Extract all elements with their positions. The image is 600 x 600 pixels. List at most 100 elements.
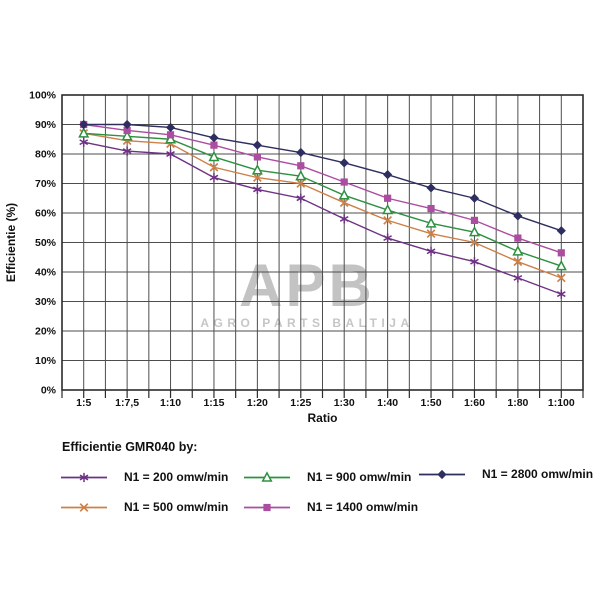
x-tick-label: 1:15	[203, 397, 224, 409]
y-tick-label: 90%	[35, 119, 57, 131]
x-tick-label: 1:50	[421, 397, 442, 409]
legend-marker-triangle	[244, 470, 290, 482]
data-point-x	[209, 162, 219, 172]
data-point-x	[252, 173, 262, 183]
y-tick-label: 30%	[35, 296, 57, 308]
chart-canvas: 0% 10% 20% 30% 40% 50% 60% 70% 80% 90% 100% 1:5 1:7,…	[4, 90, 584, 425]
legend-label-n1-200: N1 = 200 omw/min	[124, 470, 229, 484]
data-point-diamond	[556, 226, 566, 236]
x-tick-label: 1:25	[290, 397, 311, 409]
data-point-diamond	[469, 193, 480, 203]
series-line	[83, 123, 562, 232]
data-point-square	[210, 141, 218, 149]
x-tick-label: 1:60	[464, 397, 485, 409]
data-point-square	[253, 153, 261, 161]
data-point-square	[123, 126, 131, 134]
legend-label-n1-500: N1 = 500 omw/min	[124, 500, 229, 514]
y-tick-label: 10%	[35, 355, 57, 367]
series-line	[83, 132, 562, 279]
legend-marker-x	[61, 502, 107, 512]
data-point-diamond	[79, 119, 89, 130]
series-12800-omw	[79, 119, 566, 236]
data-point-triangle-open	[425, 217, 437, 228]
legend-marker-square	[244, 503, 290, 511]
legend-label-n1-2800: N1 = 2800 omw/min	[482, 467, 594, 481]
legend-item-n1-200: N1 = 200 omw/min	[60, 469, 228, 485]
legend-label-n1-900: N1 = 900 omw/min	[307, 470, 412, 484]
data-point-x	[383, 215, 393, 225]
data-point-diamond	[383, 170, 393, 180]
series-1200-omw	[79, 137, 566, 299]
y-tick-label: 100%	[29, 90, 57, 102]
data-point-x	[513, 257, 523, 267]
data-point-asterisk	[383, 235, 392, 242]
data-point-square	[166, 131, 175, 139]
legend-label-n1-1400: N1 = 1400 omw/min	[307, 500, 419, 514]
data-point-triangle-open	[78, 127, 90, 138]
legend-item-n1-500: N1 = 500 omw/min	[60, 499, 228, 515]
series-line	[83, 141, 562, 295]
y-axis-title: Efficientie (%)	[4, 203, 18, 282]
y-tick-label: 40%	[35, 267, 57, 279]
data-point-diamond	[437, 469, 447, 479]
data-point-triangle-open	[164, 133, 177, 144]
y-tick-label: 20%	[35, 326, 57, 338]
data-point-triangle-open	[512, 245, 524, 256]
data-point-asterisk	[122, 148, 132, 155]
data-point-asterisk	[209, 174, 219, 181]
data-point-asterisk	[339, 215, 349, 222]
data-point-asterisk	[166, 151, 175, 157]
data-point-asterisk	[470, 258, 479, 265]
legend-item-n1-900: N1 = 900 omw/min	[243, 469, 411, 485]
y-tick-label: 60%	[35, 208, 57, 220]
data-point-triangle-open	[261, 470, 273, 482]
x-tick-label: 1:40	[377, 397, 398, 409]
data-point-triangle-open	[338, 189, 350, 200]
legend-item-n1-1400: N1 = 1400 omw/min	[243, 499, 418, 515]
series-line	[83, 132, 562, 267]
data-point-triangle-open	[382, 203, 394, 215]
data-point-square	[263, 503, 271, 511]
data-point-asterisk	[79, 474, 89, 480]
x-tick-label: 1:10	[160, 397, 181, 409]
data-point-square	[514, 234, 522, 242]
data-point-square	[297, 162, 305, 170]
legend-marker-diamond	[419, 469, 465, 479]
data-point-diamond	[252, 140, 262, 150]
data-point-square	[340, 178, 348, 186]
data-point-diamond	[296, 147, 306, 158]
data-point-x	[426, 229, 436, 239]
series-1500-omw	[79, 128, 566, 283]
y-tick-label: 0%	[41, 385, 57, 397]
data-point-square	[557, 249, 565, 257]
data-point-diamond	[209, 133, 219, 143]
data-point-asterisk	[296, 195, 306, 202]
data-point-triangle-open	[555, 259, 567, 271]
series-11400-omw	[80, 120, 565, 257]
data-point-asterisk	[426, 248, 436, 255]
y-tick-label: 50%	[35, 237, 57, 249]
data-point-triangle-open	[208, 150, 220, 162]
data-point-diamond	[426, 183, 436, 193]
watermark-logo: APB	[239, 252, 375, 319]
data-point-diamond	[339, 158, 349, 168]
data-point-square	[470, 216, 479, 224]
data-point-asterisk	[513, 274, 523, 281]
series-1900-omw	[78, 127, 567, 271]
series-line	[83, 123, 562, 254]
x-axis-title: Ratio	[308, 411, 338, 425]
data-point-diamond	[122, 119, 132, 130]
data-point-diamond	[165, 122, 176, 133]
legend-title: Efficientie GMR040 by:	[62, 440, 198, 454]
data-point-x	[296, 179, 306, 188]
data-point-diamond	[513, 211, 523, 221]
data-point-asterisk	[79, 139, 89, 146]
x-tick-label: 1:100	[548, 397, 575, 409]
legend-marker-asterisk	[61, 472, 107, 482]
y-tick-label: 80%	[35, 149, 57, 161]
data-point-asterisk	[253, 186, 262, 193]
x-tick-label: 1:7,5	[115, 397, 139, 409]
legend-item-n1-2800: N1 = 2800 omw/min	[418, 466, 593, 482]
x-tick-label: 1:5	[76, 397, 91, 409]
